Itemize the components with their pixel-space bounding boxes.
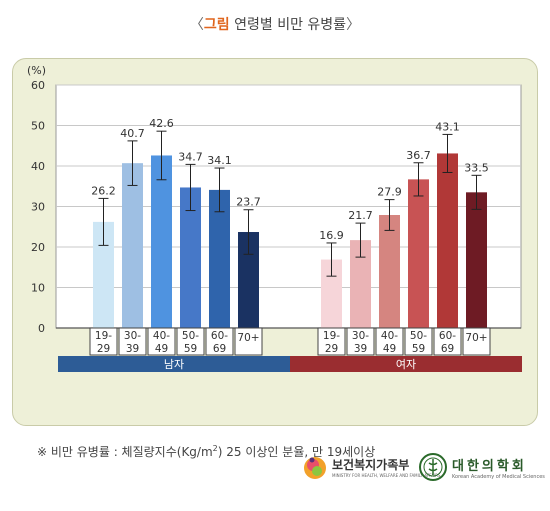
x-tick-label: 50-	[182, 330, 199, 342]
title-text: 연령별 비만 유병률	[234, 17, 347, 33]
ministry-subtitle: MINISTRY FOR HEALTH, WELFARE AND FAMILY …	[332, 473, 441, 478]
y-tick-label: 50	[31, 120, 45, 133]
footnote-prefix: ※ 비만 유병률 : 체질량지수(Kg/m	[37, 445, 213, 459]
bar-남자-4	[209, 189, 230, 328]
figure-title: 〈그림 연령별 비만 유병률〉	[0, 14, 550, 34]
title-figure-label: 그림	[203, 17, 230, 33]
footnote-superscript: 2	[212, 444, 218, 453]
bar-남자-5	[238, 232, 259, 328]
footnote-suffix: ) 25 이상인 분율, 만 19세이상	[217, 445, 376, 459]
x-tick-label: 69	[213, 343, 226, 355]
ministry-name: 보건복지가족부	[332, 458, 410, 472]
y-axis-unit: (%)	[27, 64, 46, 77]
x-tick-label: 29	[325, 343, 338, 355]
bar-남자-1	[122, 163, 143, 328]
x-tick-label: 49	[155, 343, 168, 355]
group-band-0	[58, 356, 290, 372]
footnote: ※ 비만 유병률 : 체질량지수(Kg/m2) 25 이상인 분율, 만 19세…	[37, 443, 375, 460]
bar-여자-1	[350, 240, 371, 328]
category-box	[346, 327, 375, 356]
y-tick-label: 60	[31, 79, 45, 92]
x-tick-label: 59	[412, 343, 425, 355]
academy-name: 대한의학회	[452, 458, 527, 474]
title-close-bracket: 〉	[346, 17, 361, 33]
category-box	[205, 327, 234, 356]
value-label: 21.7	[348, 209, 373, 222]
x-tick-label: 39	[126, 343, 139, 355]
x-tick-label: 70+	[237, 332, 259, 344]
category-box	[234, 327, 263, 356]
x-tick-label: 29	[97, 343, 110, 355]
x-tick-label: 19-	[323, 330, 340, 342]
category-box	[118, 327, 147, 356]
x-tick-label: 19-	[95, 330, 112, 342]
x-tick-label: 30-	[352, 330, 369, 342]
bar-여자-5	[466, 192, 487, 328]
x-tick-label: 70+	[465, 332, 487, 344]
academy-subtitle: Korean Academy of Medical Sciences	[452, 473, 545, 480]
x-tick-label: 30-	[124, 330, 141, 342]
x-tick-label: 39	[354, 343, 367, 355]
value-label: 43.1	[435, 120, 460, 133]
bar-남자-2	[151, 155, 172, 328]
academy-logo: 대한의학회 Korean Academy of Medical Sciences	[418, 452, 545, 482]
bar-남자-0	[93, 221, 114, 328]
y-tick-label: 10	[31, 282, 45, 295]
x-tick-label: 40-	[153, 330, 170, 342]
value-label: 16.9	[319, 229, 344, 242]
category-box	[375, 327, 404, 356]
group-band-1	[290, 356, 522, 372]
category-box	[147, 327, 176, 356]
x-tick-label: 60-	[211, 330, 228, 342]
value-label: 42.6	[149, 117, 174, 130]
chart-panel: 0 10 20 30 40 50 60 (%) 26.2 19- 29 40.7 30- 39 42.6 40…	[12, 58, 538, 459]
category-box	[176, 327, 205, 356]
value-label: 34.7	[178, 150, 203, 163]
category-box	[433, 327, 462, 356]
y-tick-label: 20	[31, 241, 45, 254]
bar-여자-2	[379, 215, 400, 328]
x-tick-label: 40-	[381, 330, 398, 342]
value-label: 40.7	[120, 127, 145, 140]
value-label: 34.1	[207, 154, 232, 167]
value-label: 33.5	[464, 161, 489, 174]
value-label: 23.7	[236, 196, 261, 209]
y-tick-label: 30	[31, 201, 45, 214]
x-tick-label: 60-	[439, 330, 456, 342]
category-box	[404, 327, 433, 356]
bar-여자-0	[321, 259, 342, 328]
value-label: 36.7	[406, 149, 431, 162]
value-label: 26.2	[91, 184, 116, 197]
y-tick-label: 40	[31, 160, 45, 173]
bar-여자-4	[437, 153, 458, 328]
bar-chart: 0102030405060(%)26.219-2940.730-3942.640…	[27, 64, 522, 372]
x-tick-label: 69	[441, 343, 454, 355]
x-tick-label: 59	[184, 343, 197, 355]
y-tick-label: 0	[38, 322, 45, 335]
bar-여자-3	[408, 179, 429, 328]
x-tick-label: 50-	[410, 330, 427, 342]
bar-남자-3	[180, 187, 201, 328]
category-box	[89, 327, 118, 356]
value-label: 27.9	[377, 186, 402, 199]
category-box	[462, 327, 491, 356]
ministry-logo: 보건복지가족부 MINISTRY FOR HEALTH, WELFARE AND…	[302, 452, 440, 482]
title-open-bracket: 〈	[189, 17, 204, 33]
x-tick-label: 49	[383, 343, 396, 355]
group-label: 여자	[396, 358, 416, 371]
category-box	[317, 327, 346, 356]
academy-seal-icon	[419, 453, 447, 481]
ministry-emblem-icon	[304, 457, 326, 479]
group-label: 남자	[164, 358, 184, 371]
